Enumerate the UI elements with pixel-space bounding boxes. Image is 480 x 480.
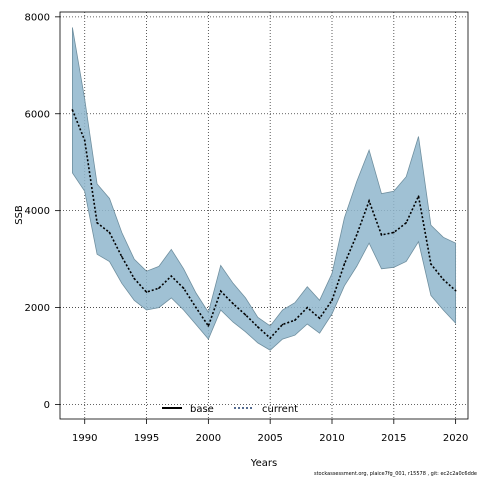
confidence-band-area (72, 27, 456, 351)
data-point-current-1991 (96, 221, 98, 224)
x-axis: 1990 1995 2000 2005 2010 2015 2020 (72, 419, 468, 444)
data-point-current-2020 (454, 289, 457, 292)
data-point-current-2013 (368, 200, 370, 202)
data-point-current-2005 (269, 337, 271, 339)
grid-lines (60, 12, 468, 419)
legend-label-current: current (262, 404, 298, 415)
data-point-current-2001 (219, 290, 222, 292)
y-axis: 0 2000 4000 6000 8000 (25, 12, 60, 411)
x-tick-label-2005: 2005 (257, 433, 282, 444)
data-point-current-1992 (108, 231, 111, 234)
x-tick-label-2015: 2015 (381, 433, 406, 444)
data-point-current-2009 (318, 317, 321, 320)
plot-frame (59, 11, 469, 420)
series-line-current (71, 109, 457, 340)
data-point-current-2004 (257, 326, 259, 328)
x-tick-label-2000: 2000 (196, 433, 221, 444)
data-point-current-2010 (331, 299, 333, 302)
x-axis-title: Years (250, 458, 277, 469)
y-tick-label-4000: 4000 (25, 206, 50, 217)
data-point-current-1998 (182, 287, 185, 289)
x-tick-label-1995: 1995 (134, 433, 159, 444)
data-point-current-2000 (207, 325, 210, 327)
data-point-current-2016 (405, 221, 407, 224)
data-point-current-2017 (417, 195, 420, 197)
series-points (71, 109, 457, 339)
y-tick-label-0: 0 (44, 400, 50, 411)
data-point-current-2006 (281, 323, 284, 326)
x-tick-label-2020: 2020 (443, 433, 468, 444)
series-lines (71, 109, 457, 340)
data-point-current-1996 (158, 287, 160, 289)
x-tick-label-1990: 1990 (72, 433, 97, 444)
y-axis-title: SSB (14, 205, 25, 225)
x-tick-label-2010: 2010 (319, 433, 344, 444)
data-point-current-2008 (306, 306, 309, 309)
data-point-current-1990 (83, 139, 86, 142)
data-point-current-2011 (343, 263, 346, 265)
data-point-current-2012 (355, 234, 358, 236)
data-point-current-1995 (145, 291, 148, 293)
legend-label-base: base (190, 404, 214, 415)
data-point-current-2007 (294, 319, 296, 321)
y-tick-label-8000: 8000 (25, 12, 50, 23)
confidence-band (72, 27, 456, 351)
legend: base current (162, 404, 298, 415)
data-point-current-1994 (133, 277, 135, 280)
footer-note: stockassessment.org, plaice7fg_001, r155… (313, 471, 477, 477)
y-tick-label-2000: 2000 (25, 303, 50, 314)
data-point-current-2014 (380, 234, 383, 236)
data-point-current-2019 (442, 278, 445, 281)
data-point-current-2002 (232, 302, 234, 305)
data-point-current-1989 (71, 109, 74, 111)
data-point-current-2003 (244, 314, 247, 316)
data-point-current-1999 (195, 306, 197, 309)
data-point-current-2015 (393, 231, 395, 234)
y-tick-label-6000: 6000 (25, 109, 50, 120)
data-point-current-1997 (170, 275, 173, 277)
data-point-current-2018 (430, 263, 432, 265)
data-point-current-1993 (121, 255, 123, 258)
